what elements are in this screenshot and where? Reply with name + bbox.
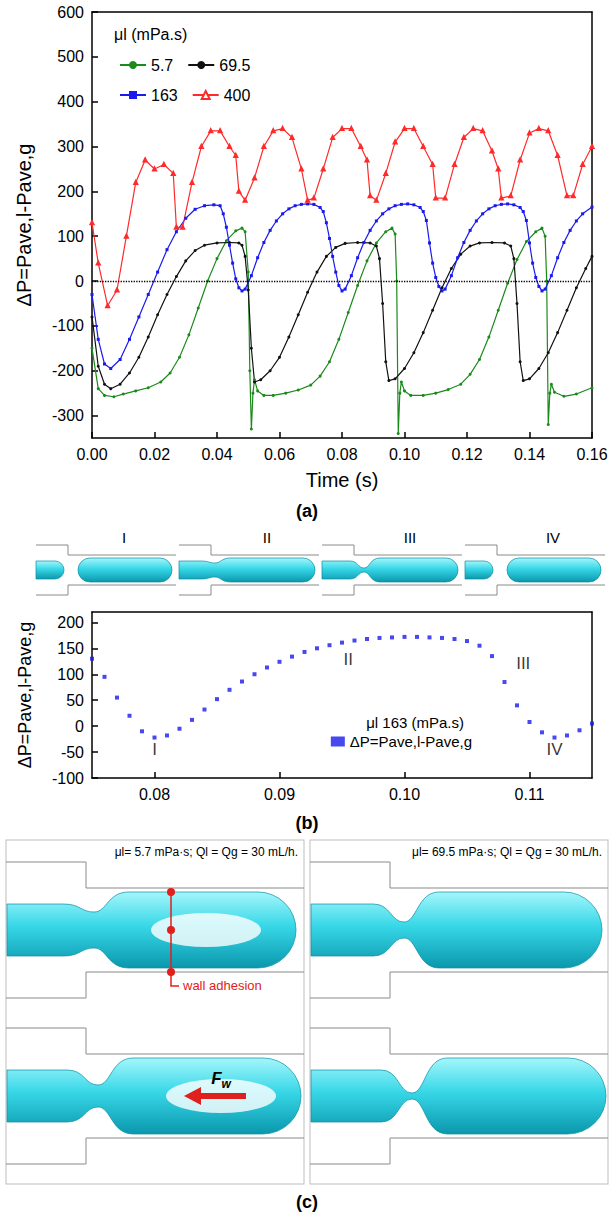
svg-text:0.02: 0.02 — [139, 446, 170, 463]
svg-text:0.08: 0.08 — [326, 446, 357, 463]
html-text:(b): (b) — [295, 813, 319, 833]
svg-text:IV: IV — [546, 740, 563, 759]
svg-text:III: III — [516, 654, 530, 673]
svg-text:0.09: 0.09 — [264, 786, 295, 803]
svg-text:μl (mPa.s): μl (mPa.s) — [114, 26, 187, 43]
svg-text:5.7: 5.7 — [151, 57, 173, 74]
svg-text:III: III — [404, 530, 417, 546]
svg-text:0.16: 0.16 — [576, 446, 607, 463]
svg-text:ΔP=Pave,l-Pave,g: ΔP=Pave,l-Pave,g — [350, 733, 472, 750]
svg-text:IV: IV — [546, 530, 560, 546]
svg-text:69.5: 69.5 — [219, 57, 250, 74]
svg-text:0.10: 0.10 — [389, 786, 420, 803]
svg-text:400: 400 — [57, 93, 84, 110]
svg-text:ΔP=Pave,l-Pave,g: ΔP=Pave,l-Pave,g — [15, 622, 35, 769]
svg-text:-300: -300 — [52, 407, 84, 424]
svg-text:0: 0 — [75, 273, 84, 290]
svg-text:0.14: 0.14 — [514, 446, 545, 463]
svg-text:-50: -50 — [61, 744, 84, 761]
svg-text:150: 150 — [57, 640, 84, 657]
svg-text:400: 400 — [224, 87, 251, 104]
svg-text:μl 163 (mPa.s): μl 163 (mPa.s) — [366, 714, 464, 731]
svg-text:Time (s): Time (s) — [306, 469, 379, 491]
svg-text:wall adhesion: wall adhesion — [182, 978, 262, 993]
svg-text:I: I — [122, 530, 126, 546]
svg-text:0.12: 0.12 — [451, 446, 482, 463]
svg-text:600: 600 — [57, 4, 84, 21]
svg-text:100: 100 — [57, 228, 84, 245]
svg-text:500: 500 — [57, 48, 84, 65]
svg-text:0: 0 — [75, 718, 84, 735]
svg-text:0.10: 0.10 — [389, 446, 420, 463]
svg-text:Fw: Fw — [211, 1069, 231, 1091]
svg-text:0.04: 0.04 — [201, 446, 232, 463]
svg-text:100: 100 — [57, 666, 84, 683]
svg-text:200: 200 — [57, 183, 84, 200]
svg-text:μl= 69.5 mPa·s; Ql = Qg = 30 m: μl= 69.5 mPa·s; Ql = Qg = 30 mL/h. — [412, 845, 602, 859]
svg-text:I: I — [152, 740, 157, 759]
svg-text:-100: -100 — [52, 770, 84, 787]
svg-text:II: II — [344, 650, 353, 669]
svg-text:-100: -100 — [52, 317, 84, 334]
svg-text:0.06: 0.06 — [264, 446, 295, 463]
svg-text:ΔP=Pave,l-Pave,g: ΔP=Pave,l-Pave,g — [13, 144, 35, 307]
svg-text:μl= 5.7 mPa·s; Ql = Qg = 30 mL: μl= 5.7 mPa·s; Ql = Qg = 30 mL/h. — [115, 845, 298, 859]
svg-text:0.00: 0.00 — [76, 446, 107, 463]
html-text:(a): (a) — [296, 501, 318, 521]
svg-text:0.08: 0.08 — [139, 786, 170, 803]
svg-text:0.11: 0.11 — [515, 786, 545, 803]
svg-text:163: 163 — [151, 87, 178, 104]
svg-text:50: 50 — [66, 692, 84, 709]
svg-text:200: 200 — [57, 614, 84, 631]
html-text:(c): (c) — [296, 1192, 318, 1212]
svg-text:II: II — [263, 530, 271, 546]
svg-text:300: 300 — [57, 138, 84, 155]
svg-text:-200: -200 — [52, 362, 84, 379]
